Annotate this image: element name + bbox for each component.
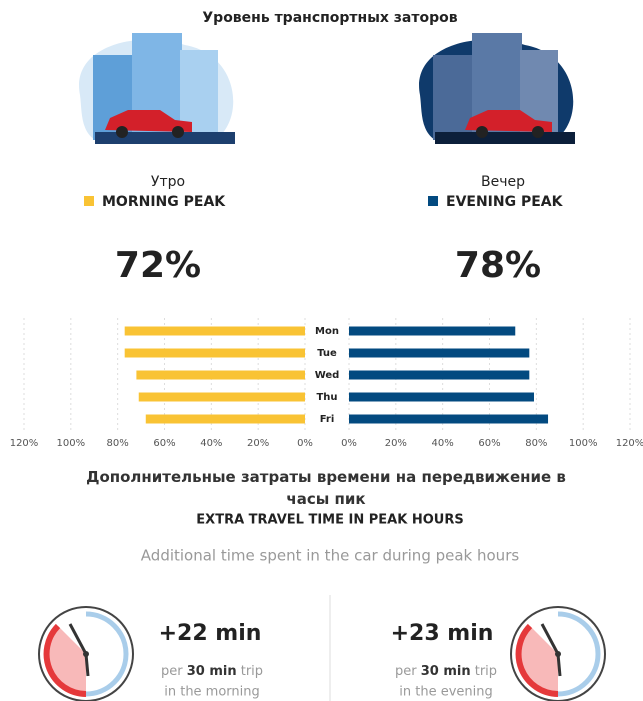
trip-note: per 30 min trip bbox=[395, 664, 497, 679]
trip-when: in the evening bbox=[399, 685, 492, 700]
x-tick-label: 100% bbox=[57, 438, 86, 449]
x-tick-label: 60% bbox=[153, 438, 175, 449]
trip-post: trip bbox=[475, 664, 497, 679]
peak-name-ru: Вечер bbox=[481, 174, 525, 190]
legend-swatch bbox=[84, 196, 94, 206]
section-title: EXTRA TRAVEL TIME IN PEAK HOURS bbox=[196, 513, 463, 528]
extra-time: +23 min bbox=[391, 621, 494, 646]
trip-note: per 30 min trip bbox=[161, 664, 263, 679]
clock-icon bbox=[511, 607, 605, 701]
x-tick-label: 40% bbox=[432, 438, 454, 449]
x-tick-label: 40% bbox=[200, 438, 222, 449]
bar bbox=[146, 415, 305, 424]
category-label: Mon bbox=[315, 326, 339, 337]
x-tick-label: 0% bbox=[341, 438, 357, 449]
category-label: Thu bbox=[316, 392, 337, 403]
bar bbox=[349, 371, 529, 380]
page: Уровень транспортных заторов Утро MORNIN… bbox=[0, 0, 643, 701]
bar bbox=[136, 371, 305, 380]
trip-duration: 30 min bbox=[187, 664, 237, 679]
trip-when: in the morning bbox=[164, 685, 260, 700]
bar bbox=[139, 393, 305, 402]
infographic: Уровень транспортных заторов Утро MORNIN… bbox=[0, 0, 643, 701]
peak-name: MORNING PEAK bbox=[102, 194, 226, 210]
morning-illustration bbox=[79, 33, 235, 144]
x-tick-label: 80% bbox=[107, 438, 129, 449]
trip-pre: per bbox=[161, 664, 183, 679]
peak-value: 78% bbox=[455, 245, 541, 286]
trip-duration: 30 min bbox=[421, 664, 471, 679]
bar bbox=[125, 327, 305, 336]
peak-name: EVENING PEAK bbox=[446, 194, 564, 210]
category-label: Fri bbox=[320, 414, 335, 425]
x-tick-label: 80% bbox=[525, 438, 547, 449]
trip-post: trip bbox=[241, 664, 263, 679]
x-tick-label: 100% bbox=[569, 438, 598, 449]
bar bbox=[349, 415, 548, 424]
extra-time: +22 min bbox=[159, 621, 262, 646]
peak-name-ru: Утро bbox=[151, 174, 185, 190]
x-tick-label: 120% bbox=[10, 438, 39, 449]
bar bbox=[349, 349, 529, 358]
category-label: Wed bbox=[315, 370, 340, 381]
x-tick-label: 20% bbox=[247, 438, 269, 449]
x-tick-label: 120% bbox=[616, 438, 643, 449]
legend-swatch bbox=[428, 196, 438, 206]
bar bbox=[349, 393, 534, 402]
category-label: Tue bbox=[317, 348, 337, 359]
bar bbox=[125, 349, 305, 358]
title: Уровень транспортных заторов bbox=[202, 10, 457, 26]
x-tick-label: 60% bbox=[478, 438, 500, 449]
bar bbox=[349, 327, 515, 336]
peak-value: 72% bbox=[115, 245, 201, 286]
evening-illustration bbox=[419, 33, 575, 144]
clock-icon bbox=[39, 607, 133, 701]
x-tick-label: 0% bbox=[297, 438, 313, 449]
bar-chart: 0% 0% 20% 20% 40% 40% 60% 60% 80% 80% 100% 100% 120%… bbox=[10, 318, 643, 449]
section-title-ru: Дополнительные затраты времени на передв… bbox=[76, 466, 576, 510]
x-tick-label: 20% bbox=[385, 438, 407, 449]
trip-pre: per bbox=[395, 664, 417, 679]
section-subtitle: Additional time spent in the car during … bbox=[141, 547, 520, 565]
